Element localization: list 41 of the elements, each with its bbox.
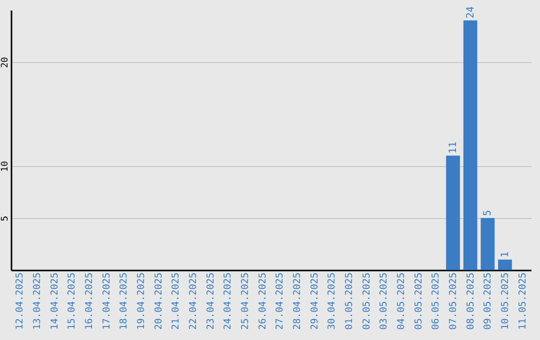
y-tick-label: 20	[0, 57, 10, 68]
x-tick-label: 29.04.2025	[309, 272, 320, 330]
x-tick-label: 22.04.2025	[188, 272, 199, 330]
x-tick-label: 18.04.2025	[118, 272, 130, 330]
x-tick-label: 30.04.2025	[326, 272, 338, 330]
data-label: 5	[482, 210, 494, 216]
x-tick-label: 23.04.2025	[205, 272, 216, 330]
bar	[498, 260, 512, 270]
x-tick-label: 05.05.2025	[413, 272, 424, 330]
x-tick-label: 13.04.2025	[32, 272, 43, 330]
x-tick-label: 16.04.2025	[84, 272, 95, 330]
data-label: 11	[448, 142, 459, 154]
x-tick-label: 09.05.2025	[482, 272, 494, 330]
x-tick-label: 28.04.2025	[292, 272, 303, 330]
y-tick-label: 10	[0, 161, 10, 172]
data-label: 1	[500, 252, 511, 258]
x-tick-label: 07.05.2025	[448, 272, 459, 330]
x-tick-label: 25.04.2025	[240, 272, 251, 330]
x-tick-label: 06.05.2025	[430, 272, 442, 330]
data-label: 24	[465, 6, 476, 18]
x-tick-label: 19.04.2025	[136, 272, 147, 330]
x-tick-label: 15.04.2025	[66, 272, 78, 330]
x-tick-label: 08.05.2025	[465, 272, 476, 330]
x-tick-label: 02.05.2025	[361, 272, 372, 330]
x-tick-label: 03.05.2025	[378, 272, 390, 330]
x-tick-label: 24.04.2025	[222, 272, 234, 330]
x-tick-label: 11.05.2025	[517, 272, 528, 330]
x-tick-label: 17.04.2025	[101, 272, 112, 330]
bar	[463, 20, 478, 270]
x-tick-label: 12.04.2025	[14, 272, 26, 330]
y-tick-label: 5	[0, 216, 10, 222]
bar	[480, 218, 495, 270]
x-tick-label: 26.04.2025	[257, 272, 268, 330]
x-tick-label: 21.04.2025	[170, 272, 182, 330]
x-tick-label: 14.04.2025	[49, 272, 60, 330]
x-tick-label: 20.04.2025	[153, 272, 164, 330]
bar	[446, 156, 460, 270]
x-tick-label: 27.04.2025	[274, 272, 286, 330]
x-tick-label: 10.05.2025	[500, 272, 511, 330]
x-tick-label: 01.05.2025	[344, 272, 355, 330]
x-tick-label: 04.05.2025	[396, 272, 407, 330]
